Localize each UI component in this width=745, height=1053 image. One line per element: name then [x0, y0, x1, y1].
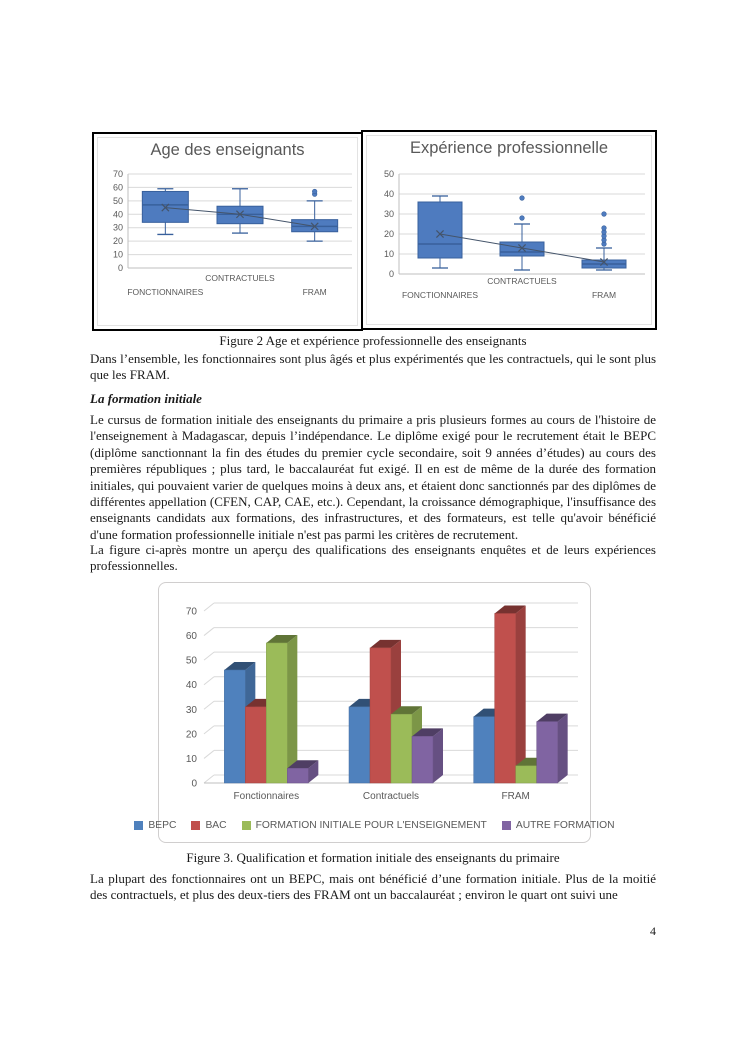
svg-text:FRAM: FRAM	[303, 287, 327, 297]
legend-label: BEPC	[148, 820, 177, 831]
svg-text:20: 20	[384, 229, 394, 239]
legend-swatch	[501, 821, 511, 830]
svg-text:70: 70	[113, 169, 123, 179]
svg-text:CONTRACTUELS: CONTRACTUELS	[205, 273, 275, 283]
svg-text:0: 0	[191, 779, 197, 790]
svg-text:0: 0	[389, 269, 394, 279]
experience-chart-title: Expérience professionnelle	[409, 139, 609, 157]
paragraph-overview: Dans l’ensemble, les fonctionnaires sont…	[90, 351, 656, 383]
svg-text:20: 20	[113, 236, 123, 246]
svg-text:50: 50	[186, 656, 198, 667]
svg-text:Contractuels: Contractuels	[363, 791, 419, 802]
svg-text:CONTRACTUELS: CONTRACTUELS	[487, 276, 557, 286]
svg-text:10: 10	[384, 249, 394, 259]
svg-text:60: 60	[113, 182, 123, 192]
svg-text:FRAM: FRAM	[592, 290, 616, 300]
svg-text:30: 30	[186, 705, 198, 716]
svg-text:40: 40	[186, 680, 198, 691]
svg-text:FRAM: FRAM	[501, 791, 529, 802]
svg-text:20: 20	[186, 729, 198, 740]
section-heading-formation-initiale: La formation initiale	[90, 391, 202, 406]
svg-text:FONCTIONNAIRES: FONCTIONNAIRES	[402, 290, 478, 300]
svg-text:60: 60	[186, 631, 198, 642]
svg-text:FONCTIONNAIRES: FONCTIONNAIRES	[127, 287, 203, 297]
legend-swatch	[191, 821, 201, 830]
svg-text:10: 10	[113, 250, 123, 260]
svg-text:50: 50	[384, 169, 394, 179]
age-boxplot-chart: 0 10 20 30 40 50 60 70 FONCTIONNAIRESCONTRACTUEL…	[113, 169, 352, 297]
page-number: 4	[650, 924, 656, 938]
qualification-bar-chart: 0 10 20 30 40 50 60 70 Fonctionnaires Contractuel…	[186, 602, 578, 802]
figure2-age-chart-frame: Age des enseignants 0 10 20 30 40 50 60 70 FONCT…	[92, 132, 363, 331]
legend-item: FORMATION INITIALE POUR L'ENSEIGNEMENT	[241, 820, 487, 831]
svg-text:10: 10	[186, 754, 198, 765]
legend-item: BEPC	[134, 820, 176, 831]
legend-item: AUTRE FORMATION	[501, 820, 615, 831]
legend-swatch	[241, 821, 251, 830]
paragraph-conclusion: La plupart des fonctionnaires ont un BEP…	[90, 871, 656, 903]
paragraph-formation-initiale: Le cursus de formation initiale des ense…	[90, 412, 656, 542]
legend-swatch	[134, 821, 144, 830]
legend-label: FORMATION INITIALE POUR L'ENSEIGNEMENT	[255, 820, 487, 831]
figure3-qualification-chart-frame: 0 10 20 30 40 50 60 70 Fonctionnaires Contractuel…	[134, 582, 615, 843]
svg-text:30: 30	[384, 209, 394, 219]
svg-text:Fonctionnaires: Fonctionnaires	[234, 791, 300, 802]
svg-text:0: 0	[118, 263, 123, 273]
figure2-experience-chart-frame: Expérience professionnelle 0 10 20 30 40 50 FO…	[361, 130, 657, 330]
svg-text:70: 70	[186, 607, 198, 618]
experience-boxplot-chart: 0 10 20 30 40 50 FONCTIONNAIRES CONTRACTUELS FRA…	[384, 169, 645, 300]
legend-label: AUTRE FORMATION	[515, 820, 615, 831]
svg-text:50: 50	[113, 196, 123, 206]
legend-label: BAC	[205, 820, 227, 831]
figure2-caption: Figure 2 Age et expérience professionnel…	[219, 333, 527, 348]
svg-text:40: 40	[113, 209, 123, 219]
age-chart-title: Age des enseignants	[150, 141, 305, 159]
svg-text:30: 30	[113, 223, 123, 233]
legend-item: BAC	[191, 820, 227, 831]
paragraph-figure-intro: La figure ci-après montre un aperçu des …	[90, 542, 656, 574]
figure3-caption: Figure 3. Qualification et formation ini…	[186, 850, 560, 865]
svg-text:40: 40	[384, 189, 394, 199]
chart-legend: BEPC BAC FORMATION INITIALE POUR L'ENSEIGN…	[134, 820, 615, 831]
